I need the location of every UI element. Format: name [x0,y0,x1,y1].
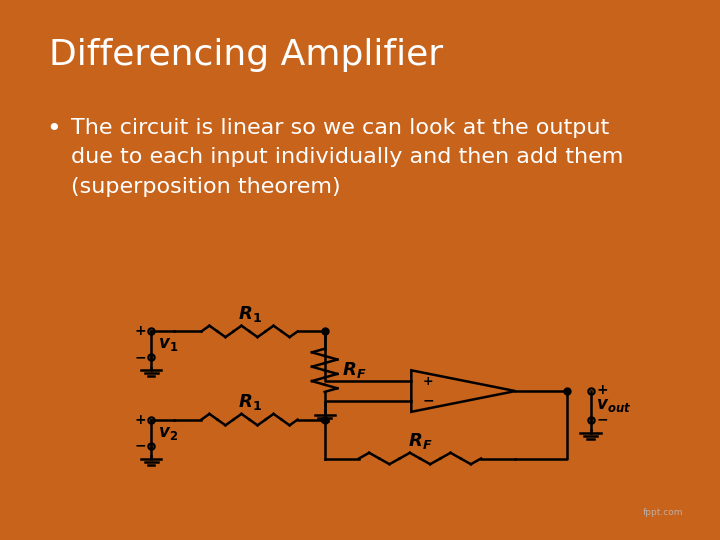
Text: $\boldsymbol{R}_{\mathbf{1}}$: $\boldsymbol{R}_{\mathbf{1}}$ [238,303,261,323]
Text: Differencing Amplifier: Differencing Amplifier [48,37,443,71]
Text: $\boldsymbol{v}_{\mathbf{2}}$: $\boldsymbol{v}_{\mathbf{2}}$ [158,423,178,442]
Text: −: − [596,413,608,427]
Text: fppt.com: fppt.com [642,508,683,517]
Text: +: + [135,413,147,427]
Text: The circuit is linear so we can look at the output
due to each input individuall: The circuit is linear so we can look at … [71,118,624,197]
Text: −: − [135,350,147,365]
Text: +: + [596,383,608,397]
Text: $\boldsymbol{R}_{\mathbf{1}}$: $\boldsymbol{R}_{\mathbf{1}}$ [238,392,261,412]
Text: −: − [423,393,435,407]
Text: $\boldsymbol{v}_{\mathbf{1}}$: $\boldsymbol{v}_{\mathbf{1}}$ [158,335,179,353]
Text: •: • [46,118,60,141]
Text: $\boldsymbol{R}_{\boldsymbol{F}}$: $\boldsymbol{R}_{\boldsymbol{F}}$ [408,431,432,451]
Text: +: + [135,325,147,339]
Text: $\boldsymbol{R}_{\boldsymbol{F}}$: $\boldsymbol{R}_{\boldsymbol{F}}$ [342,360,366,380]
Text: +: + [423,375,433,388]
Text: $\boldsymbol{v}_{\boldsymbol{out}}$: $\boldsymbol{v}_{\boldsymbol{out}}$ [596,396,631,414]
Text: −: − [135,438,147,453]
